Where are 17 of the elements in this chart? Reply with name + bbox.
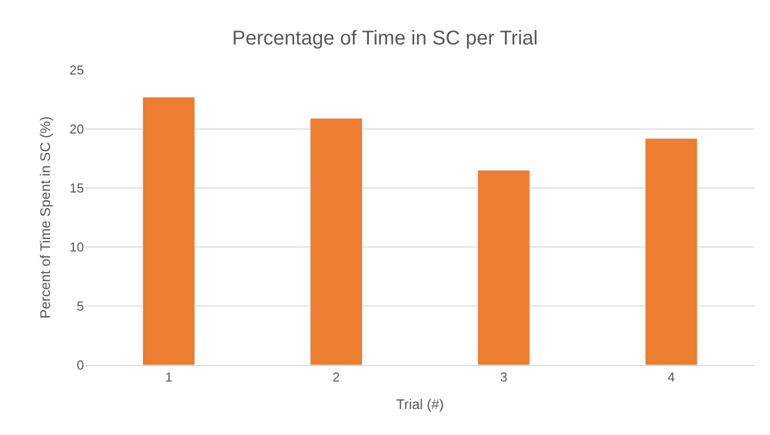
x-tick-label: 1 xyxy=(165,370,172,385)
y-axis-title: Percent of Time Spent in SC (%) xyxy=(37,116,54,319)
y-tick-label: 20 xyxy=(70,122,84,137)
bar xyxy=(142,96,195,365)
y-tick-label: 15 xyxy=(70,180,84,196)
y-tick-label: 0 xyxy=(76,358,84,373)
bar xyxy=(478,170,530,365)
x-tick-label: 4 xyxy=(668,370,675,385)
x-tick-label: 3 xyxy=(500,370,508,385)
x-axis-title: Trial (#) xyxy=(396,396,444,412)
bar xyxy=(645,138,698,365)
x-tick-label: 2 xyxy=(332,370,340,385)
bar xyxy=(310,118,362,365)
y-tick-label: 5 xyxy=(76,298,84,314)
y-tick-label: 10 xyxy=(70,240,84,255)
chart-title: Percentage of Time in SC per Trial xyxy=(232,27,538,50)
y-tick-label: 25 xyxy=(70,62,84,78)
